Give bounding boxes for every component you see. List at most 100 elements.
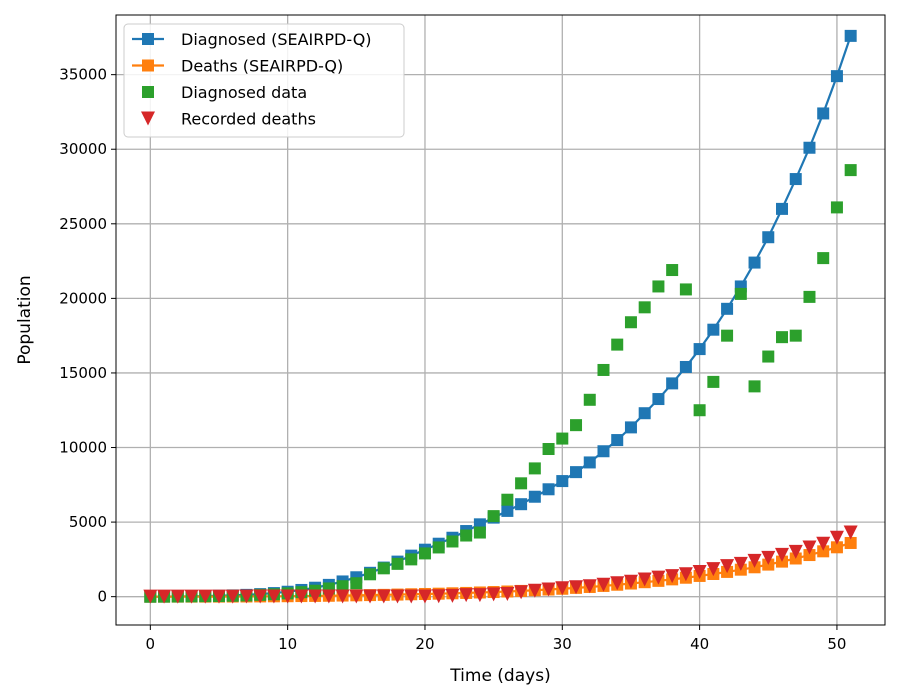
data-point-diagnosed-data bbox=[391, 557, 404, 570]
legend-marker bbox=[141, 111, 155, 126]
data-point-recorded-deaths bbox=[143, 589, 158, 604]
data-point-diagnosed-seairpd-q bbox=[638, 407, 651, 420]
data-point-recorded-deaths bbox=[157, 589, 172, 604]
data-point-diagnosed-data bbox=[501, 493, 514, 506]
data-point-recorded-deaths bbox=[610, 576, 625, 591]
data-point-recorded-deaths bbox=[678, 567, 693, 582]
data-point-deaths-seairpd-q bbox=[844, 536, 857, 549]
legend-label: Recorded deaths bbox=[181, 110, 316, 129]
data-point-recorded-deaths bbox=[211, 589, 226, 604]
data-point-diagnosed-seairpd-q bbox=[624, 421, 637, 434]
data-point-diagnosed-seairpd-q bbox=[803, 141, 816, 154]
series-line-diagnosed-seairpd-q bbox=[150, 35, 852, 598]
data-point-recorded-deaths bbox=[706, 562, 721, 577]
data-point-diagnosed-data bbox=[611, 338, 624, 351]
data-point-recorded-deaths bbox=[404, 589, 419, 604]
data-point-diagnosed-seairpd-q bbox=[679, 360, 692, 373]
data-point-diagnosed-data bbox=[364, 568, 377, 581]
data-point-diagnosed-data bbox=[583, 393, 596, 406]
x-tick-label: 0 bbox=[146, 635, 156, 653]
data-point-recorded-deaths bbox=[514, 585, 529, 600]
data-point-recorded-deaths bbox=[486, 587, 501, 602]
data-point-diagnosed-data bbox=[515, 477, 528, 490]
data-point-diagnosed-data bbox=[679, 283, 692, 296]
data-point-recorded-deaths bbox=[294, 589, 309, 604]
data-point-diagnosed-seairpd-q bbox=[652, 393, 665, 406]
data-point-diagnosed-data bbox=[446, 535, 459, 548]
x-tick-label: 40 bbox=[690, 635, 709, 653]
data-point-diagnosed-data bbox=[830, 201, 843, 214]
data-point-recorded-deaths bbox=[198, 589, 213, 604]
data-point-diagnosed-data bbox=[748, 380, 761, 393]
x-tick-label: 30 bbox=[553, 635, 572, 653]
data-point-recorded-deaths bbox=[527, 583, 542, 598]
data-point-diagnosed-data bbox=[487, 510, 500, 523]
data-point-diagnosed-data bbox=[473, 526, 486, 539]
data-point-diagnosed-data bbox=[350, 577, 363, 590]
y-tick-label: 25000 bbox=[59, 215, 107, 233]
data-point-diagnosed-seairpd-q bbox=[776, 202, 789, 215]
data-point-diagnosed-seairpd-q bbox=[570, 466, 583, 479]
data-point-diagnosed-data bbox=[707, 375, 720, 388]
legend-marker bbox=[142, 86, 154, 98]
data-point-diagnosed-data bbox=[776, 331, 789, 344]
data-point-recorded-deaths bbox=[775, 547, 790, 562]
data-point-diagnosed-seairpd-q bbox=[515, 498, 528, 511]
data-point-diagnosed-data bbox=[693, 404, 706, 417]
data-point-recorded-deaths bbox=[225, 589, 240, 604]
data-point-diagnosed-data bbox=[817, 252, 830, 265]
plot-frame bbox=[115, 14, 886, 626]
data-point-recorded-deaths bbox=[788, 544, 803, 559]
data-point-deaths-seairpd-q bbox=[817, 545, 830, 558]
data-point-diagnosed-data bbox=[597, 363, 610, 376]
data-point-diagnosed-seairpd-q bbox=[583, 456, 596, 469]
data-point-deaths-seairpd-q bbox=[830, 541, 843, 554]
data-point-recorded-deaths bbox=[417, 589, 432, 604]
data-point-recorded-deaths bbox=[335, 589, 350, 604]
data-point-diagnosed-data bbox=[638, 301, 651, 314]
data-point-diagnosed-data bbox=[460, 529, 473, 542]
data-point-diagnosed-data bbox=[377, 562, 390, 575]
grid bbox=[116, 15, 885, 625]
data-point-diagnosed-data bbox=[542, 443, 555, 456]
data-point-recorded-deaths bbox=[747, 553, 762, 568]
data-point-recorded-deaths bbox=[308, 589, 323, 604]
data-point-diagnosed-seairpd-q bbox=[721, 302, 734, 315]
x-tick-label: 20 bbox=[415, 635, 434, 653]
data-point-recorded-deaths bbox=[349, 589, 364, 604]
data-point-diagnosed-data bbox=[734, 287, 747, 300]
data-point-recorded-deaths bbox=[376, 589, 391, 604]
data-point-diagnosed-seairpd-q bbox=[611, 434, 624, 447]
data-point-diagnosed-data bbox=[789, 329, 802, 342]
data-point-recorded-deaths bbox=[266, 589, 281, 604]
data-point-recorded-deaths bbox=[363, 589, 378, 604]
x-axis-label: Time (days) bbox=[449, 666, 550, 686]
data-point-recorded-deaths bbox=[569, 580, 584, 595]
data-point-recorded-deaths bbox=[761, 550, 776, 565]
data-point-diagnosed-data bbox=[432, 541, 445, 554]
data-point-diagnosed-seairpd-q bbox=[542, 483, 555, 496]
data-point-recorded-deaths bbox=[623, 574, 638, 589]
y-tick-label: 5000 bbox=[69, 513, 107, 531]
data-point-recorded-deaths bbox=[692, 565, 707, 580]
data-point-diagnosed-data bbox=[556, 432, 569, 445]
legend-marker bbox=[142, 59, 154, 72]
data-point-recorded-deaths bbox=[170, 589, 185, 604]
y-tick-label: 0 bbox=[97, 588, 107, 606]
data-point-recorded-deaths bbox=[500, 586, 515, 601]
data-point-diagnosed-seairpd-q bbox=[817, 107, 830, 120]
data-point-diagnosed-seairpd-q bbox=[707, 323, 720, 336]
series-recorded-deaths bbox=[143, 525, 858, 604]
data-point-diagnosed-seairpd-q bbox=[748, 256, 761, 269]
data-point-recorded-deaths bbox=[665, 569, 680, 584]
data-point-diagnosed-data bbox=[762, 350, 775, 363]
data-point-diagnosed-data bbox=[336, 580, 349, 593]
data-point-recorded-deaths bbox=[720, 559, 735, 574]
y-tick-label: 15000 bbox=[59, 364, 107, 382]
data-point-recorded-deaths bbox=[459, 588, 474, 603]
data-point-diagnosed-data bbox=[721, 329, 734, 342]
y-tick-label: 30000 bbox=[59, 140, 107, 158]
data-point-diagnosed-data bbox=[652, 280, 665, 293]
data-point-recorded-deaths bbox=[472, 588, 487, 603]
data-point-diagnosed-data bbox=[666, 264, 679, 277]
